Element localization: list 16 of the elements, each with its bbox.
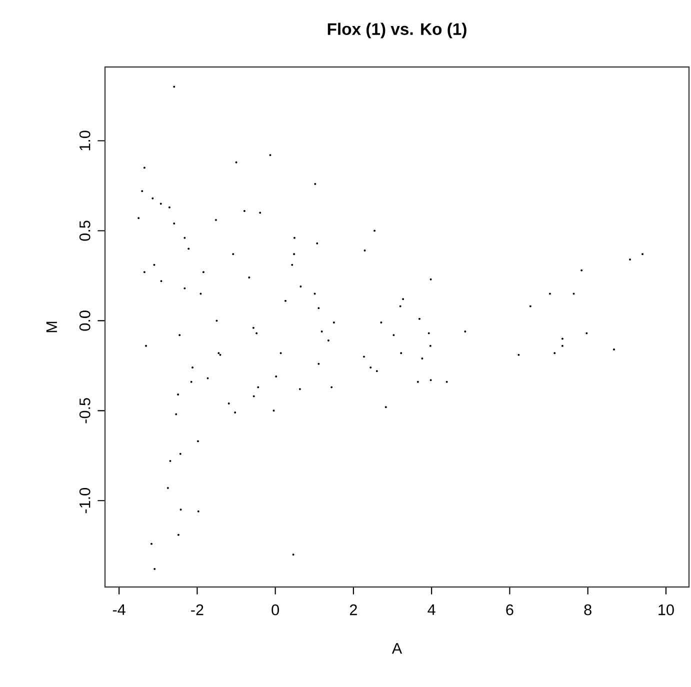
x-tick-label: 8 bbox=[584, 604, 592, 616]
y-tick-label: -1.0 bbox=[79, 488, 90, 514]
y-tick-label: 1.0 bbox=[79, 130, 90, 150]
chart-title: Flox (1) vs. Ko (1) bbox=[328, 22, 466, 38]
y-tick-label: 0.0 bbox=[79, 310, 90, 331]
x-tick-label: 4 bbox=[428, 604, 436, 615]
y-axis-title: M bbox=[46, 322, 57, 332]
y-tick-label: 0.5 bbox=[79, 220, 90, 241]
x-tick-label: -2 bbox=[191, 604, 204, 616]
x-tick-label: 6 bbox=[506, 604, 514, 616]
x-tick-label: 0 bbox=[272, 604, 279, 616]
x-tick-label: 10 bbox=[658, 604, 674, 616]
x-axis-title: A bbox=[392, 643, 402, 654]
x-tick-label: -4 bbox=[112, 604, 126, 615]
y-tick-label: -0.5 bbox=[79, 398, 90, 424]
x-tick-label: 2 bbox=[350, 604, 357, 616]
